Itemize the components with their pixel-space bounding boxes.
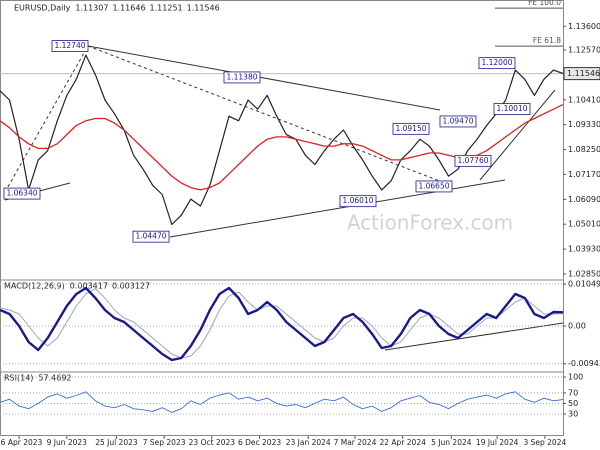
x-tick-label: 25 Jul 2023 bbox=[95, 438, 138, 447]
trendline bbox=[384, 322, 564, 351]
annotation-label: 1.10010 bbox=[496, 104, 527, 113]
annotation-box bbox=[3, 187, 41, 200]
reading: 1.11251 bbox=[150, 4, 183, 13]
y-tick-label: -0.009435 bbox=[568, 359, 600, 368]
y-tick-label: 1.03930 bbox=[568, 245, 600, 254]
reading: 1.11546 bbox=[187, 4, 220, 13]
series-line bbox=[0, 54, 564, 226]
y-tick-label: 1.06090 bbox=[568, 195, 600, 204]
series-line bbox=[0, 286, 564, 362]
reading: 0.003127 bbox=[112, 282, 150, 291]
annotation-box bbox=[51, 40, 89, 52]
y-tick-label: 1.07170 bbox=[568, 170, 600, 179]
annotation-box bbox=[493, 103, 531, 115]
annotation-box bbox=[339, 195, 377, 208]
frame bbox=[0, 0, 564, 436]
x-tick-label: 26 Apr 2023 bbox=[0, 438, 42, 447]
x-tick-label: 22 Apr 2024 bbox=[380, 438, 427, 447]
x-tick-label: 23 Oct 2023 bbox=[189, 438, 236, 447]
x-tick-label: 7 Mar 2024 bbox=[334, 438, 377, 447]
x-tick-label: 3 Sep 2024 bbox=[523, 438, 566, 447]
annotation-label: 1.07760 bbox=[457, 156, 488, 165]
fe-label: FE 100.0 bbox=[528, 0, 561, 7]
x-tick-label: 6 Dec 2023 bbox=[238, 438, 281, 447]
x-tick-label: 7 Sep 2023 bbox=[143, 438, 186, 447]
last-price-box bbox=[563, 67, 600, 81]
annotation-label: 1.09470 bbox=[442, 116, 473, 125]
annotation-label: 1.12000 bbox=[481, 58, 512, 67]
y-tick-label: 30 bbox=[568, 410, 578, 419]
series-line bbox=[0, 288, 564, 359]
last-price-label: 1.11546 bbox=[567, 69, 600, 78]
annotation-label: 1.06650 bbox=[418, 181, 449, 190]
trendline bbox=[87, 45, 441, 111]
chart-title: EURUSD,Daily bbox=[14, 4, 71, 13]
y-tick-label: 1.08250 bbox=[568, 145, 600, 154]
y-tick-label: 50 bbox=[568, 399, 578, 408]
annotation-box bbox=[439, 115, 477, 128]
x-tick-label: 5 Jun 2024 bbox=[431, 438, 472, 447]
trendline bbox=[479, 89, 556, 181]
annotation-label: 1.09150 bbox=[395, 124, 426, 133]
y-tick-label: 1.05010 bbox=[568, 220, 600, 229]
x-tick-label: 19 Jul 2024 bbox=[476, 438, 519, 447]
y-tick-label: 70 bbox=[568, 388, 578, 397]
y-tick-label: 1.12570 bbox=[568, 46, 600, 55]
annotation-box bbox=[478, 57, 516, 70]
series-line bbox=[0, 104, 564, 191]
trendline bbox=[87, 45, 451, 186]
y-tick-label: 1.13600 bbox=[568, 22, 600, 31]
reading: 0.003417 bbox=[70, 282, 108, 291]
annotation-label: 1.12740 bbox=[54, 41, 85, 50]
annotation-box bbox=[415, 180, 453, 193]
annotation-label: 1.06340 bbox=[6, 189, 37, 198]
y-tick-label: 100 bbox=[568, 373, 583, 382]
annotation-label: 1.06010 bbox=[342, 196, 373, 205]
trendline bbox=[4, 45, 89, 193]
annotation-label: 1.04470 bbox=[135, 232, 166, 241]
annotation-label: 1.11380 bbox=[226, 72, 257, 81]
y-tick-label: 0.00 bbox=[568, 322, 586, 331]
annotation-box bbox=[132, 230, 170, 243]
annotation-box bbox=[223, 71, 261, 84]
y-tick-label: 1.10410 bbox=[568, 95, 600, 104]
trendlines bbox=[4, 45, 564, 351]
watermark: ActionForex.com bbox=[347, 211, 513, 235]
series-line bbox=[0, 391, 564, 413]
annotation-box bbox=[392, 122, 430, 135]
y-tick-label: 1.02850 bbox=[568, 270, 600, 279]
y-tick-label: 1.09330 bbox=[568, 120, 600, 129]
x-tick-label: 23 Jan 2024 bbox=[286, 438, 331, 447]
macd-title: MACD(12,26,9) bbox=[4, 282, 65, 291]
reading: 1.11646 bbox=[112, 4, 145, 13]
fe-label: FE 61.8 bbox=[533, 36, 561, 45]
y-tick-label: 0.01049 bbox=[568, 280, 600, 289]
annotation-box bbox=[454, 154, 492, 167]
reading: 1.11307 bbox=[75, 4, 108, 13]
reading: 57.4692 bbox=[38, 374, 71, 383]
rsi-title: RSI(14) bbox=[4, 374, 33, 383]
x-tick-label: 9 Jun 2023 bbox=[47, 438, 88, 447]
